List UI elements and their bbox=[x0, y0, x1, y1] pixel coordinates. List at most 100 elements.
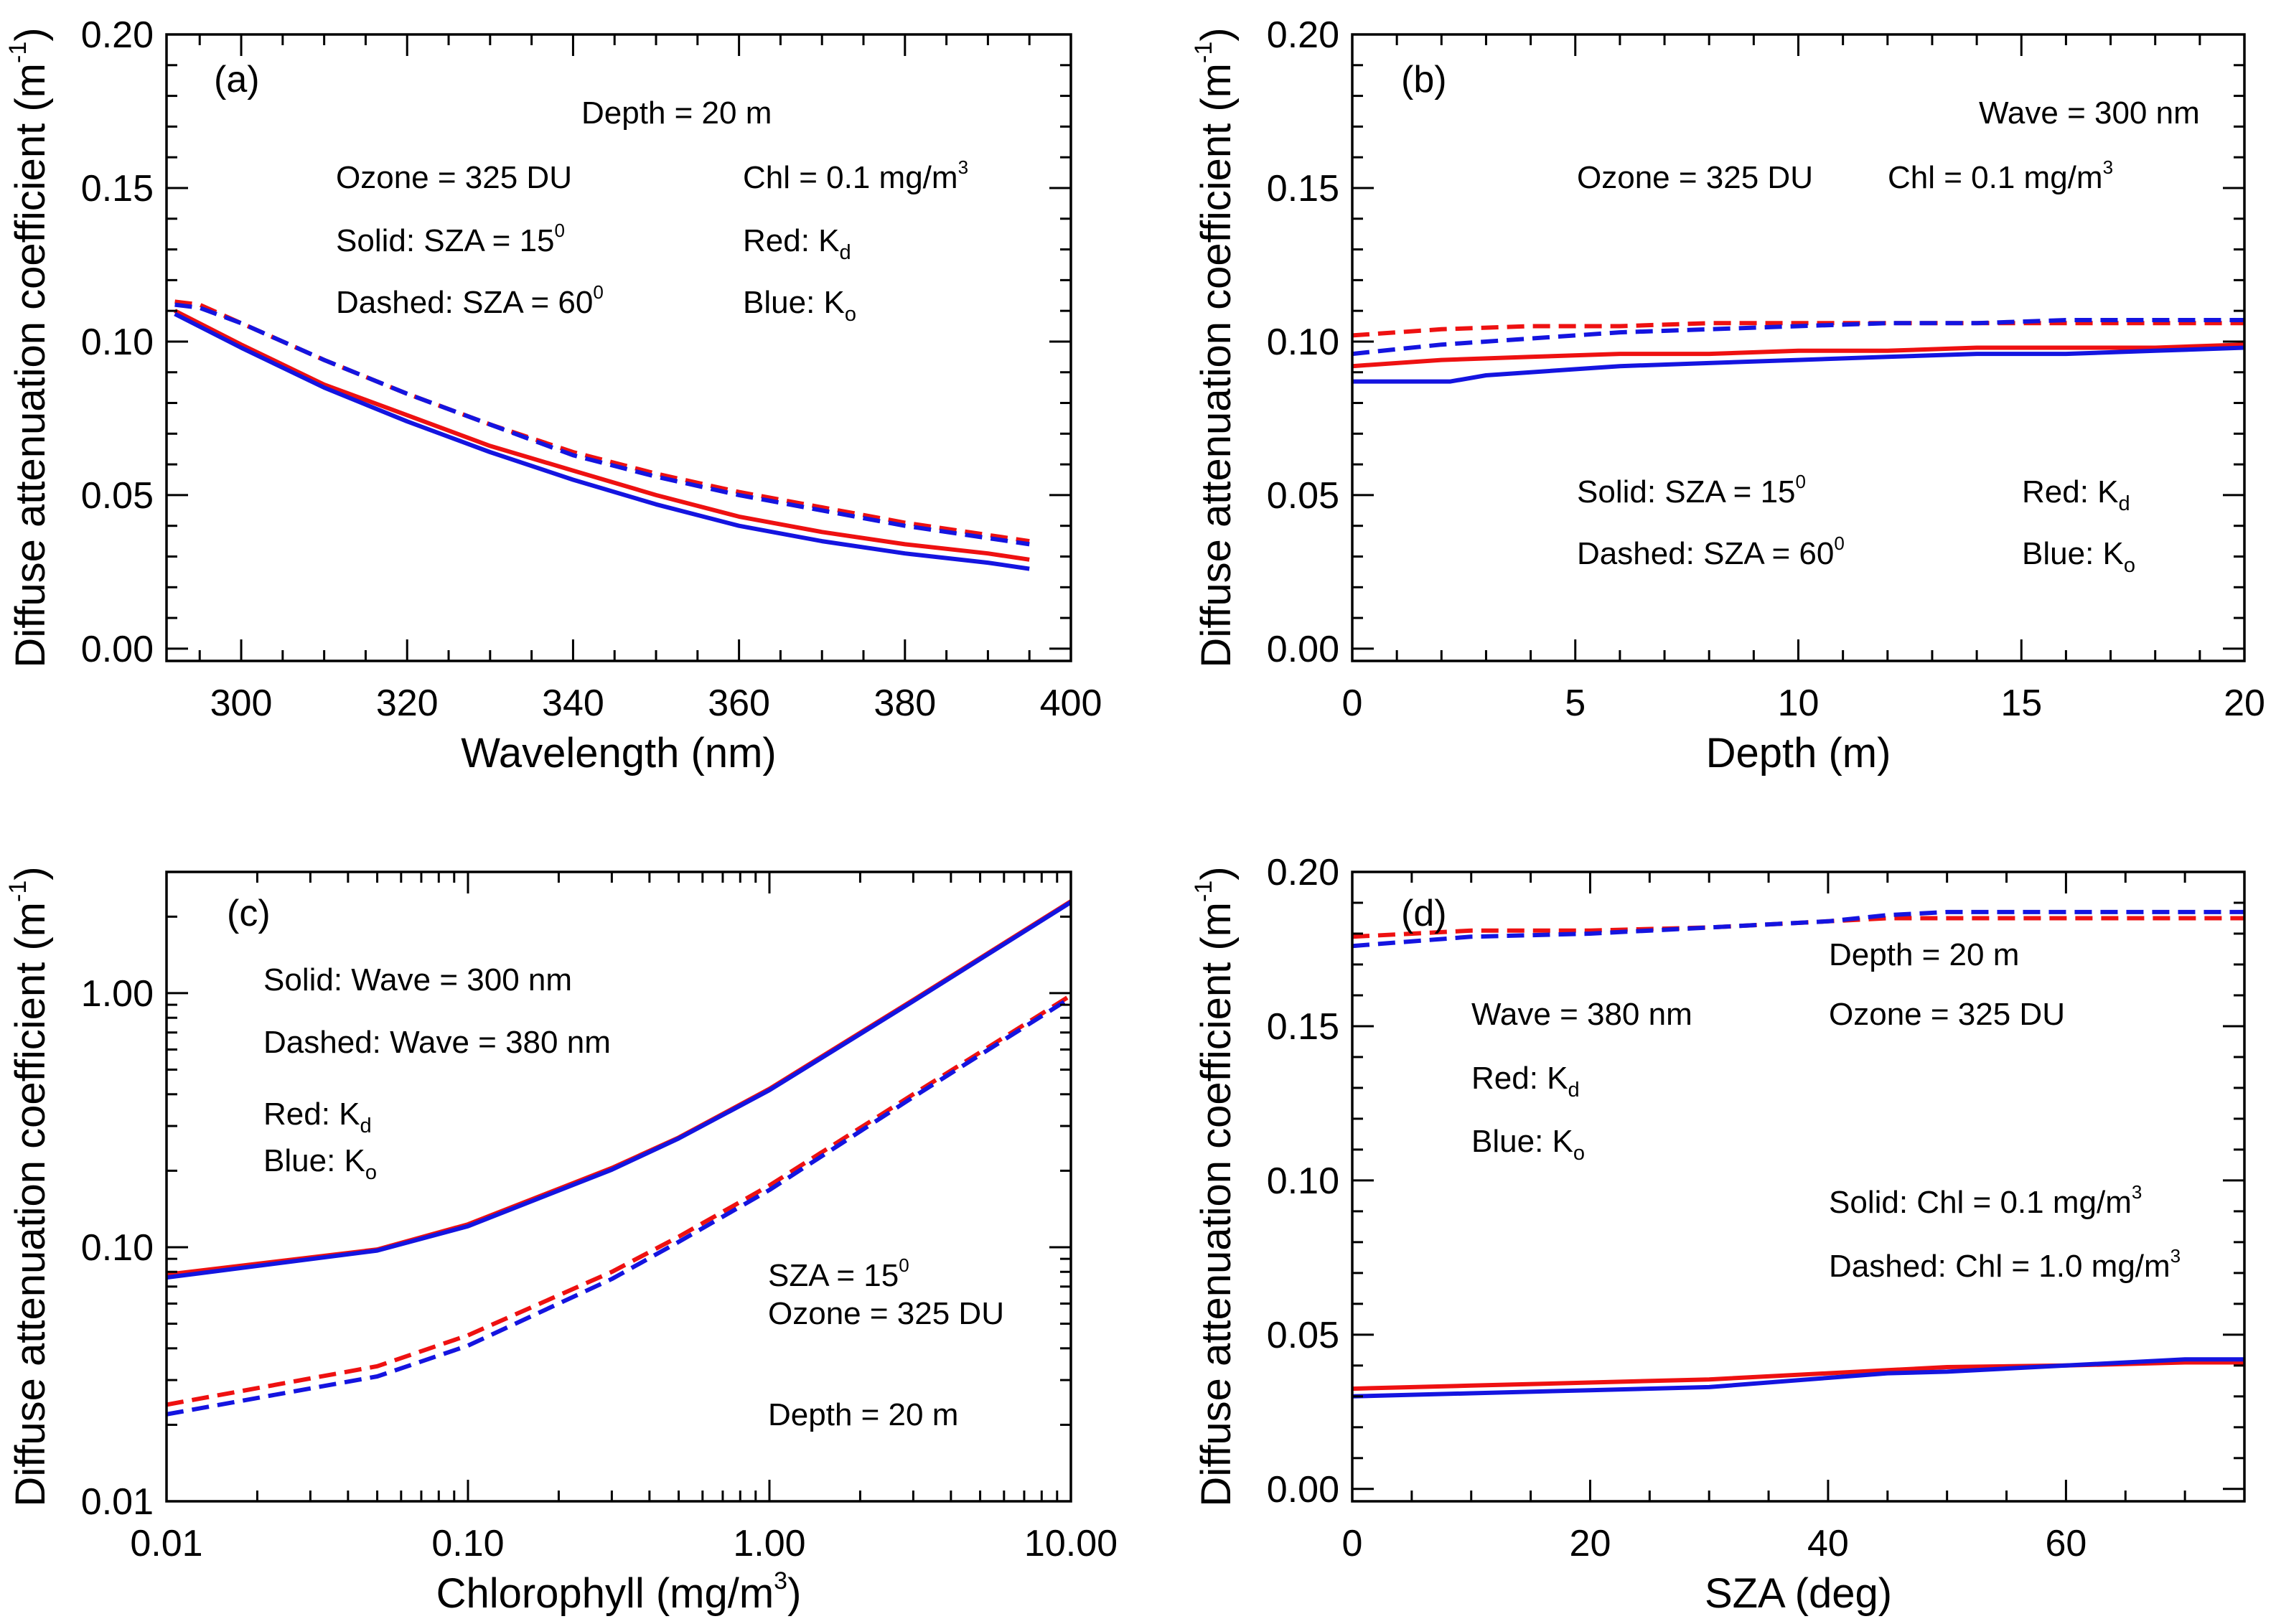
annotation-red-part-1: d bbox=[2119, 492, 2130, 515]
series-line-solid-blue bbox=[1352, 1357, 2244, 1399]
annotation-chl-part-1: 3 bbox=[2103, 156, 2113, 178]
x-tick-label: 0.10 bbox=[431, 1523, 504, 1564]
series-line-dashed-blue bbox=[174, 302, 1030, 547]
y-tick-label: 0.00 bbox=[81, 629, 154, 670]
x-tick-label: 340 bbox=[542, 682, 604, 724]
y-axis-label-main: Diffuse attenuation coefficient (m bbox=[7, 63, 54, 668]
annotation-wave: Wave = 300 nm bbox=[1979, 95, 2200, 131]
annotation-dashed-part-1: 3 bbox=[2170, 1245, 2181, 1267]
annotation-solid-part-1: 0 bbox=[555, 220, 565, 241]
y-tick-label: 0.20 bbox=[1267, 14, 1339, 56]
annotation-ozone-part-0: Ozone = 325 DU bbox=[768, 1296, 1004, 1331]
annotation-dashed-part-0: Dashed: Wave = 380 nm bbox=[263, 1025, 611, 1060]
x-tick-label: 20 bbox=[2224, 682, 2265, 724]
y-axis-label-sup: -1 bbox=[4, 881, 32, 902]
y-tick-label: 0.00 bbox=[1267, 1469, 1339, 1511]
annotation-red: Red: Kd bbox=[743, 223, 851, 264]
annotation-sza: SZA = 150 bbox=[768, 1254, 909, 1293]
y-axis-label-sup: -1 bbox=[4, 42, 32, 63]
annotation-solid: Solid: SZA = 150 bbox=[336, 220, 565, 258]
annotation-blue-part-0: Blue: K bbox=[743, 285, 845, 320]
annotation-dashed-part-0: Dashed: SZA = 60 bbox=[336, 285, 593, 320]
annotation-blue-part-0: Blue: K bbox=[1471, 1124, 1573, 1159]
annotation-blue: Blue: Ko bbox=[1471, 1124, 1585, 1165]
annotation-dashed: Dashed: Chl = 1.0 mg/m3 bbox=[1829, 1245, 2181, 1284]
annotation-blue-part-1: o bbox=[845, 303, 856, 326]
annotation-red-part-1: d bbox=[1568, 1079, 1580, 1102]
x-tick-label: 0 bbox=[1342, 682, 1363, 724]
y-tick-label: 0.05 bbox=[81, 475, 154, 517]
x-tick-label: 380 bbox=[874, 682, 936, 724]
annotation-sza-part-1: 0 bbox=[899, 1254, 909, 1276]
annotation-red: Red: Kd bbox=[1471, 1061, 1580, 1102]
annotation-chl: Chl = 0.1 mg/m3 bbox=[743, 156, 968, 195]
panel-c: 0.01 0.10 1.00 10.000.010.101.00Chlorophyll… bbox=[4, 866, 1118, 1617]
x-tick-label: 360 bbox=[708, 682, 770, 724]
annotation-dashed: Dashed: SZA = 600 bbox=[336, 281, 604, 320]
y-tick-label: 0.15 bbox=[81, 168, 154, 210]
x-axis-label-main: SZA (deg) bbox=[1705, 1570, 1892, 1617]
panel-label: (d) bbox=[1401, 893, 1447, 934]
annotation-ozone-part-0: Ozone = 325 DU bbox=[1829, 997, 2065, 1032]
x-tick-label: 0.01 bbox=[130, 1523, 202, 1564]
x-axis-label-close: ) bbox=[787, 1570, 801, 1617]
annotation-solid-part-0: Solid: Wave = 300 nm bbox=[263, 962, 572, 998]
annotation-ozone: Ozone = 325 DU bbox=[1829, 997, 2065, 1032]
panel-label: (c) bbox=[227, 893, 271, 934]
annotation-solid-part-0: Solid: Chl = 0.1 mg/m bbox=[1829, 1185, 2132, 1220]
y-tick-label: 1.00 bbox=[81, 973, 154, 1015]
annotation-solid-part-0: Solid: SZA = 15 bbox=[1577, 474, 1796, 510]
y-tick-label: 0.20 bbox=[81, 14, 154, 56]
series-group bbox=[1352, 909, 2244, 1399]
x-axis-label: Chlorophyll (mg/m3) bbox=[436, 1567, 802, 1617]
y-axis-label-close: ) bbox=[1193, 866, 1240, 880]
series-line-solid-red bbox=[174, 309, 1030, 562]
annotation-ozone: Ozone = 325 DU bbox=[1577, 160, 1813, 195]
annotation-ozone-part-0: Ozone = 325 DU bbox=[336, 160, 572, 195]
y-tick-label: 0.01 bbox=[81, 1481, 154, 1523]
x-tick-label: 60 bbox=[2045, 1523, 2087, 1564]
annotation-depth: Depth = 20 m bbox=[1829, 937, 2019, 972]
x-axis-label-main: Wavelength (nm) bbox=[461, 730, 776, 776]
x-axis-label: Wavelength (nm) bbox=[461, 730, 776, 776]
annotation-chl: Chl = 0.1 mg/m3 bbox=[1888, 156, 2113, 195]
annotation-chl-part-0: Chl = 0.1 mg/m bbox=[1888, 160, 2103, 195]
panel-d: 0 20 40 60 0.00 0.05 0.10 0.15 0.20 SZA (deg) Diff… bbox=[1190, 852, 2246, 1617]
y-tick-label: 0.15 bbox=[1267, 1006, 1339, 1048]
y-axis-label: Diffuse attenuation coefficient (m-1) bbox=[1190, 866, 1240, 1506]
series-line-solid-red bbox=[1352, 342, 2244, 369]
annotation-solid: Solid: SZA = 150 bbox=[1577, 471, 1806, 510]
series-line-dashed-blue bbox=[1352, 909, 2244, 949]
y-tick-label: 0.10 bbox=[81, 321, 154, 363]
annotation-blue-part-0: Blue: K bbox=[2022, 536, 2124, 571]
x-tick-label: 10.00 bbox=[1024, 1523, 1118, 1564]
annotation-dashed-part-0: Dashed: Chl = 1.0 mg/m bbox=[1829, 1249, 2170, 1284]
y-axis-label-close: ) bbox=[1193, 27, 1240, 41]
x-tick-label: 400 bbox=[1040, 682, 1102, 724]
annotation-solid-part-1: 0 bbox=[1796, 471, 1806, 492]
y-axis-label: Diffuse attenuation coefficient (m-1) bbox=[4, 866, 54, 1506]
annotation-solid: Solid: Chl = 0.1 mg/m3 bbox=[1829, 1181, 2142, 1220]
series-line-solid-blue bbox=[167, 900, 1071, 1280]
series-line-dashed-red bbox=[167, 993, 1071, 1407]
annotation-dashed: Dashed: SZA = 600 bbox=[1577, 532, 1845, 571]
annotation-blue: Blue: Ko bbox=[263, 1143, 377, 1184]
series-line-dashed-red bbox=[174, 299, 1030, 544]
annotation-blue-part-1: o bbox=[365, 1161, 377, 1184]
series-line-solid-blue bbox=[1352, 345, 2244, 384]
y-axis-label-sup: -1 bbox=[1190, 881, 1217, 902]
y-tick-label: 0.05 bbox=[1267, 1315, 1339, 1356]
x-axis-label: SZA (deg) bbox=[1705, 1570, 1892, 1617]
y-axis-label-close: ) bbox=[7, 27, 54, 41]
y-axis-label: Diffuse attenuation coefficient (m-1) bbox=[4, 27, 54, 667]
plot-frame bbox=[1351, 870, 2246, 1503]
series-line-dashed-blue bbox=[1352, 318, 2244, 357]
annotation-dashed-part-0: Dashed: SZA = 60 bbox=[1577, 536, 1834, 571]
panel-a: 300 320 340 360 380 4000.000.050.100.150.20Wa… bbox=[4, 14, 1102, 776]
annotation-wave: Wave = 380 nm bbox=[1471, 997, 1692, 1032]
x-tick-label: 320 bbox=[376, 682, 439, 724]
series-group bbox=[174, 299, 1030, 571]
annotation-wave-part-0: Wave = 380 nm bbox=[1471, 997, 1692, 1032]
x-axis-label-sup: 3 bbox=[774, 1567, 787, 1595]
x-axis-label: Depth (m) bbox=[1706, 730, 1891, 776]
